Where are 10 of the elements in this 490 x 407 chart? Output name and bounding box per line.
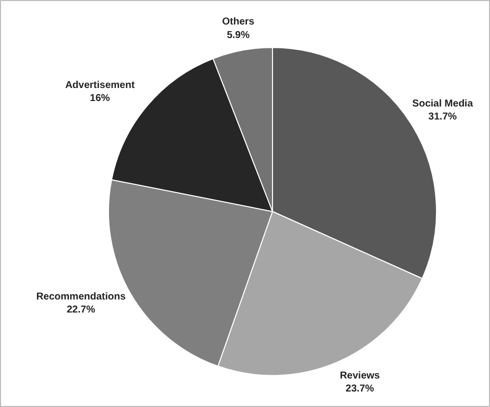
slice-label: Social Media	[412, 98, 474, 110]
slice-label: Others	[222, 16, 255, 28]
slice-label: Reviews	[340, 370, 380, 382]
slice-label: Recommendations	[36, 292, 126, 303]
data-label: 5.9%	[226, 30, 250, 41]
data-label: 22.7%	[66, 304, 96, 316]
data-label: 31.7%	[428, 111, 457, 122]
slice-label: Advertisement	[65, 80, 136, 91]
data-label: 23.7%	[346, 384, 374, 395]
data-label: 16%	[90, 93, 110, 104]
